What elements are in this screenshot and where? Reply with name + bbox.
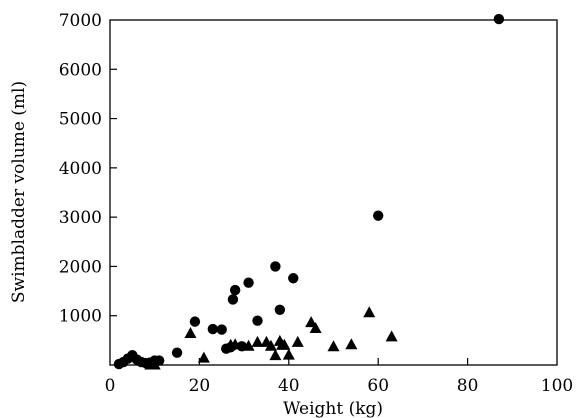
y-tick-label: 5000 bbox=[59, 110, 102, 130]
triangle-point bbox=[184, 326, 197, 338]
triangle-point bbox=[327, 340, 340, 352]
circle-point bbox=[373, 210, 384, 221]
y-axis: 1000 2000 3000 4000 5000 6000 7000 bbox=[59, 11, 117, 327]
y-tick-label: 4000 bbox=[59, 159, 102, 179]
y-tick-label: 6000 bbox=[59, 60, 102, 80]
y-tick-label: 2000 bbox=[59, 257, 102, 277]
y-axis-title: Swimbladder volume (ml) bbox=[9, 81, 29, 303]
triangle-point bbox=[291, 335, 304, 347]
x-axis: 0 20 40 60 80 100 bbox=[105, 358, 573, 396]
circle-point bbox=[227, 294, 239, 305]
triangle-point bbox=[251, 335, 264, 347]
triangle-point bbox=[385, 330, 398, 342]
triangle-point bbox=[305, 316, 318, 328]
circle-point bbox=[274, 304, 286, 315]
triangle-point bbox=[269, 349, 282, 361]
x-axis-title: Weight (kg) bbox=[283, 399, 383, 418]
circle-point bbox=[229, 284, 241, 296]
data-points bbox=[113, 13, 505, 370]
circle-point bbox=[270, 261, 281, 272]
x-tick-label: 80 bbox=[457, 376, 479, 396]
y-tick-label: 7000 bbox=[59, 11, 102, 31]
x-tick-label: 0 bbox=[105, 376, 116, 396]
circle-point bbox=[493, 13, 505, 25]
circle-point bbox=[189, 316, 201, 327]
circle-point bbox=[207, 323, 219, 335]
triangle-point bbox=[278, 338, 291, 350]
triangle-point bbox=[345, 338, 358, 350]
x-tick-label: 40 bbox=[278, 376, 300, 396]
triangle-point bbox=[242, 339, 255, 351]
circle-point bbox=[288, 273, 299, 284]
triangle-point bbox=[363, 306, 376, 318]
x-tick-label: 20 bbox=[189, 376, 211, 396]
triangle-point bbox=[229, 338, 242, 350]
triangle-point bbox=[264, 339, 277, 351]
circle-point bbox=[216, 324, 227, 335]
circle-point bbox=[171, 347, 183, 358]
triangle-point bbox=[282, 348, 295, 360]
circle-point bbox=[252, 315, 263, 326]
circle-point bbox=[243, 277, 254, 288]
y-tick-label: 3000 bbox=[59, 208, 102, 228]
x-tick-label: 60 bbox=[367, 376, 389, 396]
triangle-point bbox=[309, 322, 322, 334]
x-tick-label: 100 bbox=[541, 376, 573, 396]
y-tick-label: 1000 bbox=[59, 307, 102, 327]
plot-frame bbox=[109, 19, 558, 366]
triangle-point bbox=[197, 351, 210, 363]
triangle-point bbox=[148, 358, 161, 370]
